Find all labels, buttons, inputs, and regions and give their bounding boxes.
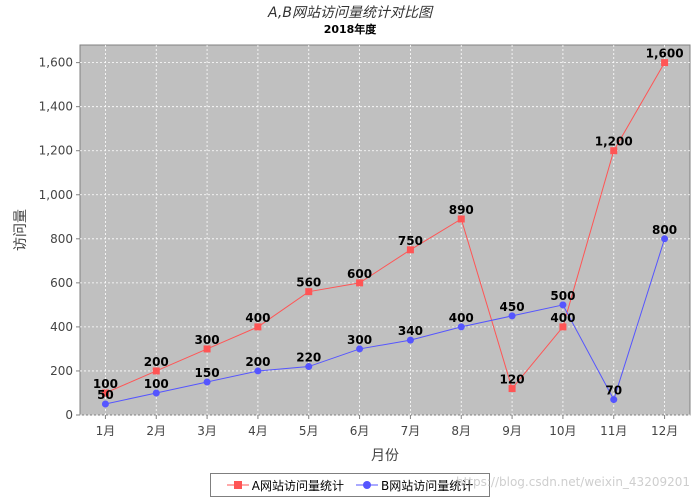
data-label-b: 220 (296, 351, 321, 365)
data-label-a: 560 (296, 276, 321, 290)
y-axis-label: 访问量 (13, 209, 29, 251)
data-label-b: 300 (347, 333, 372, 347)
x-tick-label: 1月 (96, 424, 116, 438)
x-axis-label: 月份 (371, 448, 399, 464)
data-point-b (254, 367, 262, 375)
data-point-a (508, 385, 516, 393)
x-tick-label: 3月 (197, 424, 217, 438)
data-point-b (305, 363, 313, 371)
legend-label-a: A网站访问量统计 (251, 478, 344, 493)
data-point-a (610, 147, 618, 155)
x-tick-label: 2月 (146, 424, 166, 438)
data-label-b: 50 (97, 388, 114, 402)
y-tick-label: 800 (50, 232, 73, 246)
data-point-a (203, 345, 211, 353)
data-point-b (508, 312, 516, 320)
data-point-b (559, 301, 567, 309)
data-label-b: 500 (550, 289, 575, 303)
data-label-a: 100 (93, 377, 118, 391)
x-tick-label: 9月 (502, 424, 522, 438)
data-label-b: 800 (652, 223, 677, 237)
x-tick-label: 10月 (549, 424, 576, 438)
x-tick-label: 12月 (651, 424, 678, 438)
data-point-a (406, 246, 414, 254)
y-tick-label: 1,600 (39, 56, 73, 70)
data-point-a (457, 215, 465, 223)
data-point-b (406, 336, 414, 344)
data-label-b: 70 (605, 384, 622, 398)
data-point-b (203, 378, 211, 386)
data-label-a: 120 (500, 373, 525, 387)
data-point-a (152, 367, 160, 375)
legend-item-b: B网站访问量统计 (355, 477, 474, 494)
data-label-b: 450 (500, 300, 525, 314)
data-label-b: 150 (195, 366, 220, 380)
data-label-a: 200 (144, 355, 169, 369)
y-tick-label: 600 (50, 276, 73, 290)
y-tick-label: 1,200 (39, 144, 73, 158)
data-point-b (356, 345, 364, 353)
plot-area (79, 44, 691, 416)
data-label-a: 400 (550, 311, 575, 325)
data-label-a: 600 (347, 267, 372, 281)
data-label-a: 1,600 (646, 47, 684, 61)
legend-marker-b (355, 481, 378, 489)
y-tick-label: 400 (50, 320, 73, 334)
legend: A网站访问量统计 B网站访问量统计 (210, 473, 490, 497)
data-label-a: 750 (398, 234, 423, 248)
legend-marker-a (226, 481, 249, 489)
data-label-a: 300 (195, 333, 220, 347)
data-point-a (356, 279, 364, 287)
data-label-a: 890 (449, 203, 474, 217)
y-tick-label: 1,000 (39, 188, 73, 202)
data-point-b (661, 235, 669, 243)
chart-title: A,B网站访问量统计对比图 (268, 5, 432, 21)
data-point-b (101, 400, 109, 408)
data-point-a (101, 389, 109, 397)
y-tick-label: 1,400 (39, 100, 73, 114)
x-tick-label: 11月 (600, 424, 627, 438)
data-label-b: 200 (245, 355, 270, 369)
data-point-a (254, 323, 262, 331)
legend-item-a: A网站访问量统计 (226, 477, 344, 494)
x-tick-label: 8月 (451, 424, 471, 438)
legend-label-b: B网站访问量统计 (380, 478, 474, 493)
data-label-b: 400 (449, 311, 474, 325)
y-tick-label: 0 (65, 408, 73, 422)
data-label-a: 1,200 (595, 135, 633, 149)
data-point-b (457, 323, 465, 331)
x-tick-label: 7月 (401, 424, 421, 438)
data-point-b (610, 396, 618, 404)
data-label-b: 340 (398, 324, 423, 338)
data-label-b: 100 (144, 377, 169, 391)
data-point-a (661, 59, 669, 67)
series-line-a (105, 62, 666, 394)
chart-subtitle: 2018年度 (323, 23, 377, 36)
y-tick-label: 200 (50, 364, 73, 378)
data-point-a (559, 323, 567, 331)
x-tick-label: 4月 (248, 424, 268, 438)
data-point-b (152, 389, 160, 397)
x-tick-label: 5月 (299, 424, 319, 438)
series-line-b (105, 238, 666, 405)
watermark: https://blog.csdn.net/weixin_43209201 (455, 475, 690, 489)
x-tick-label: 6月 (350, 424, 370, 438)
data-point-a (305, 288, 313, 296)
data-label-a: 400 (245, 311, 270, 325)
